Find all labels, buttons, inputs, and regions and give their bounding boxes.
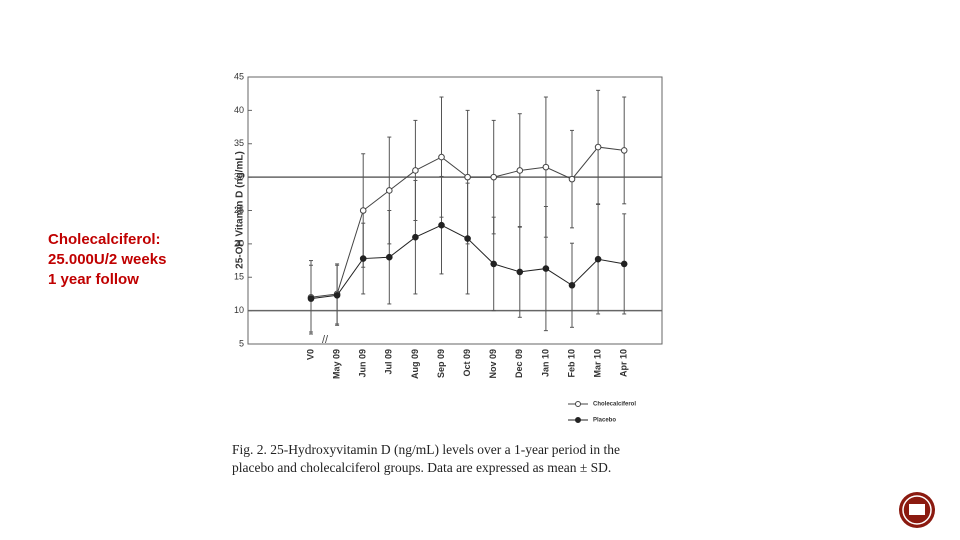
x-tick-label: Apr 10 (619, 349, 629, 377)
point (386, 253, 393, 261)
point (620, 147, 628, 154)
y-axis-label: 25-OH Vitamin D (ng/mL) (235, 151, 246, 269)
y-tick-label: 35 (234, 138, 244, 148)
point (359, 207, 367, 214)
y-tick-label: 20 (234, 238, 244, 248)
y-tick-label: 30 (234, 172, 244, 182)
point (568, 175, 576, 183)
y-tick-label: 40 (234, 105, 244, 115)
point (412, 233, 419, 241)
slide-line: 1 year follow (48, 271, 139, 288)
point (438, 153, 445, 161)
point (542, 163, 550, 171)
point (307, 295, 315, 302)
y-tick-label: 45 (234, 71, 244, 81)
x-tick-label: Sep 09 (436, 349, 446, 378)
legend-marker (575, 401, 581, 407)
point (359, 255, 367, 262)
y-tick-label: 5 (239, 338, 244, 348)
point (594, 255, 602, 263)
x-tick-label: Mar 10 (592, 349, 602, 378)
x-tick-label: V0 (305, 349, 315, 360)
y-tick-label: 15 (234, 272, 244, 282)
axis-break: // (322, 334, 329, 346)
x-tick-label: Jan 10 (540, 349, 550, 377)
x-tick-label: Aug 09 (410, 349, 420, 379)
x-tick-label: May 09 (331, 349, 341, 379)
logo-icon (899, 492, 935, 528)
legend-label: Placebo (593, 418, 616, 424)
caption: Fig. 2. 25-Hydroxyvitamin D (ng/mL) leve… (232, 442, 620, 457)
plot-frame (247, 76, 663, 345)
point (333, 291, 341, 299)
legend-label: Cholecalciferol (593, 402, 636, 408)
point (464, 235, 471, 242)
x-tick-label: Oct 09 (462, 349, 472, 377)
x-tick-label: Jul 09 (384, 349, 394, 375)
point (412, 167, 419, 174)
point (516, 268, 524, 276)
y-tick-label: 10 (234, 305, 244, 315)
point (620, 260, 628, 268)
y-tick-label: 25 (234, 205, 244, 215)
point (438, 221, 445, 229)
legend-marker (575, 417, 581, 423)
point (464, 173, 471, 181)
slide-line: 25.000U/2 weeks (48, 251, 167, 268)
point (386, 187, 393, 194)
x-tick-label: Feb 10 (566, 349, 576, 378)
caption: placebo and cholecalciferol groups. Data… (232, 460, 611, 475)
point (542, 265, 550, 272)
x-tick-label: Dec 09 (514, 349, 524, 378)
point (516, 167, 524, 174)
slide-line: Cholecalciferol: (48, 231, 161, 248)
point (490, 260, 498, 268)
point (490, 173, 498, 181)
x-tick-label: Nov 09 (488, 349, 498, 379)
point (568, 281, 576, 289)
x-tick-label: Jun 09 (358, 349, 368, 378)
point (594, 143, 602, 151)
slide-text: Cholecalciferol: 25.000U/2 weeks 1 year … (48, 230, 166, 290)
